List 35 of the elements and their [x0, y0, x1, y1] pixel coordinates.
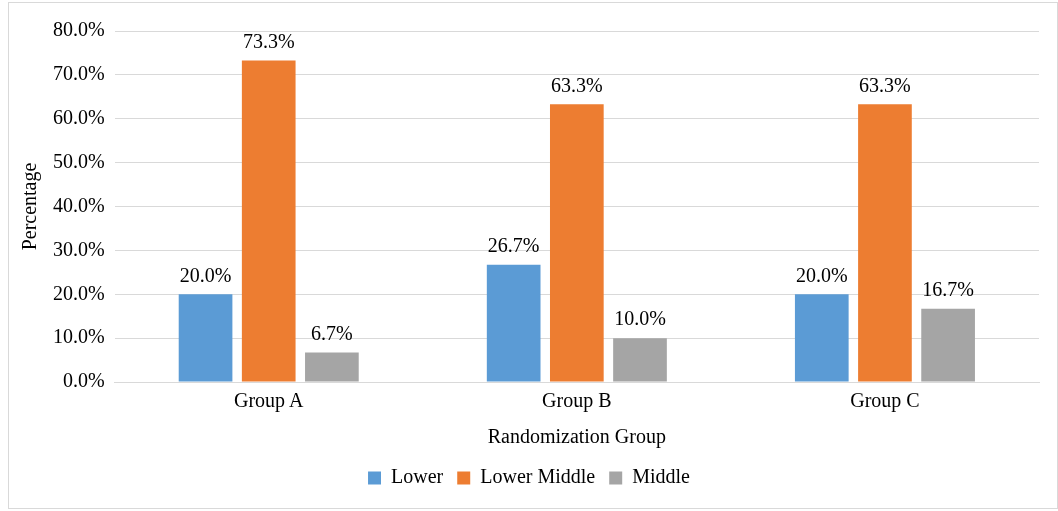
- bar: [858, 104, 912, 382]
- y-tick-label: 70.0%: [52, 62, 105, 85]
- data-label: 26.7%: [487, 234, 540, 257]
- y-tick-label: 30.0%: [52, 237, 105, 260]
- x-tick-label: Group A: [233, 389, 304, 413]
- bar: [921, 308, 975, 382]
- bar: [794, 294, 849, 382]
- data-label: 10.0%: [614, 307, 666, 330]
- bar: [305, 352, 359, 382]
- y-axis-title: Percentage: [18, 162, 42, 251]
- y-tick-label: 40.0%: [52, 193, 105, 216]
- legend-label: Lower Middle: [480, 465, 596, 488]
- legend-label: Lower: [391, 465, 444, 488]
- y-tick-label: 10.0%: [52, 325, 105, 348]
- bar: [549, 104, 604, 382]
- bar: [241, 60, 296, 382]
- bar: [178, 294, 233, 382]
- data-label: 6.7%: [311, 321, 353, 344]
- y-tick-label: 0.0%: [62, 369, 105, 392]
- bar: [613, 338, 667, 382]
- data-label: 16.7%: [922, 277, 974, 300]
- y-tick-label: 20.0%: [52, 281, 105, 304]
- y-tick-label: 50.0%: [52, 149, 105, 172]
- data-label: 20.0%: [795, 263, 848, 286]
- data-label: 20.0%: [179, 263, 232, 286]
- x-tick-label: Group C: [850, 389, 920, 413]
- data-label: 73.3%: [242, 29, 295, 52]
- legend-label: Middle: [632, 465, 691, 488]
- y-tick-label: 60.0%: [52, 106, 105, 128]
- bar: [486, 264, 541, 382]
- data-label: 63.3%: [550, 73, 603, 96]
- y-tick-label: 80.0%: [52, 18, 105, 41]
- x-tick-label: Group B: [542, 389, 612, 413]
- x-axis-title: Randomization Group: [487, 425, 666, 449]
- data-label: 63.3%: [859, 73, 911, 96]
